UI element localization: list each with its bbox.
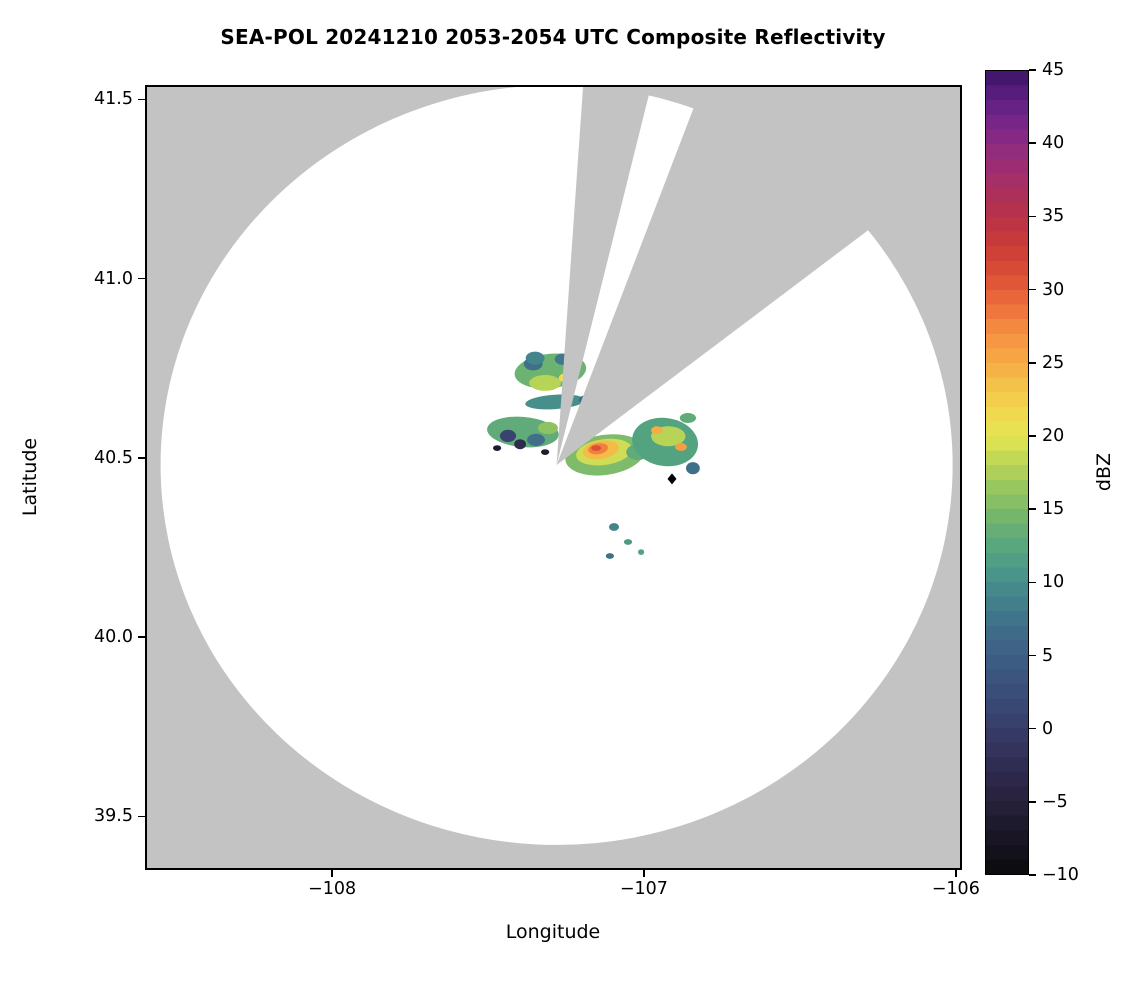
colorbar-tick-mark [1029, 288, 1036, 291]
echo-cell [651, 426, 663, 435]
echo-cell [686, 462, 700, 475]
radar-plot-area [145, 85, 962, 870]
colorbar-tick-mark [1029, 69, 1036, 71]
echo-cell [623, 539, 633, 545]
colorbar-tick-label: −5 [1042, 791, 1068, 812]
colorbar-tick-mark [1029, 727, 1036, 730]
colorbar-gradient [985, 70, 1029, 875]
y-tick-label: 40.5 [94, 447, 133, 468]
colorbar-tick-mark [1029, 215, 1036, 218]
x-tick-mark [643, 870, 645, 877]
colorbar-tick-label: −10 [1042, 865, 1079, 885]
colorbar-tick-mark [1029, 801, 1036, 803]
colorbar-tick-label: 45 [1042, 60, 1065, 80]
y-tick-mark [138, 277, 145, 280]
y-tick-mark [138, 98, 145, 101]
x-tick-mark [955, 870, 957, 877]
colorbar-tick-label: 35 [1042, 206, 1065, 227]
colorbar-tick-label: 5 [1042, 645, 1054, 666]
colorbar-tick-mark [1029, 654, 1036, 657]
y-tick-label: 40.0 [94, 627, 133, 647]
echo-cell [529, 375, 561, 391]
colorbar-tick-mark [1029, 362, 1036, 364]
echo-cell [527, 433, 545, 446]
x-tick-mark [331, 870, 333, 877]
colorbar-tick-label: 40 [1042, 133, 1065, 154]
site-marker-diamond [667, 473, 677, 485]
echo-cell [591, 445, 602, 451]
y-axis-label: Latitude [19, 437, 41, 517]
y-tick-mark [138, 815, 145, 817]
x-axis-label: Longitude [505, 921, 601, 943]
colorbar-tick-label: 30 [1042, 279, 1065, 300]
y-tick-label: 41.0 [94, 268, 133, 289]
echo-cell [493, 445, 502, 451]
echo-cell [609, 523, 619, 531]
colorbar-tick-label: 25 [1042, 352, 1065, 373]
y-tick-label: 41.5 [94, 89, 133, 110]
x-tick-label: −106 [931, 879, 980, 899]
echo-cell [605, 553, 614, 559]
plot-border [145, 85, 962, 870]
colorbar-tick-label: 0 [1042, 718, 1054, 739]
colorbar-tick-mark [1029, 508, 1036, 510]
colorbar-tick-mark [1029, 142, 1036, 144]
x-tick-label: −108 [308, 879, 357, 899]
colorbar-tick-mark [1029, 874, 1036, 876]
colorbar-tick-label: 10 [1042, 572, 1065, 593]
blocked-sector [556, 85, 962, 465]
echo-cell [537, 421, 558, 435]
y-tick-label: 39.5 [94, 806, 133, 827]
echo-cell [541, 449, 550, 455]
y-tick-mark [138, 636, 145, 638]
echo-cell [638, 549, 645, 555]
echo-cell [499, 429, 517, 442]
echo-cell [675, 443, 687, 451]
chart-title: SEA-POL 20241210 2053-2054 UTC Composite… [220, 25, 886, 49]
y-tick-mark [138, 457, 145, 459]
colorbar-tick-label: 15 [1042, 499, 1065, 520]
echo-cell [525, 351, 545, 365]
echo-cell [679, 413, 697, 423]
colorbar-tick-mark [1029, 435, 1036, 437]
colorbar-tick-mark [1029, 581, 1036, 583]
echo-cell [514, 439, 526, 450]
x-tick-label: −107 [619, 879, 668, 899]
colorbar-tick-label: 20 [1042, 425, 1065, 446]
colorbar-label: dBZ [1093, 452, 1115, 492]
